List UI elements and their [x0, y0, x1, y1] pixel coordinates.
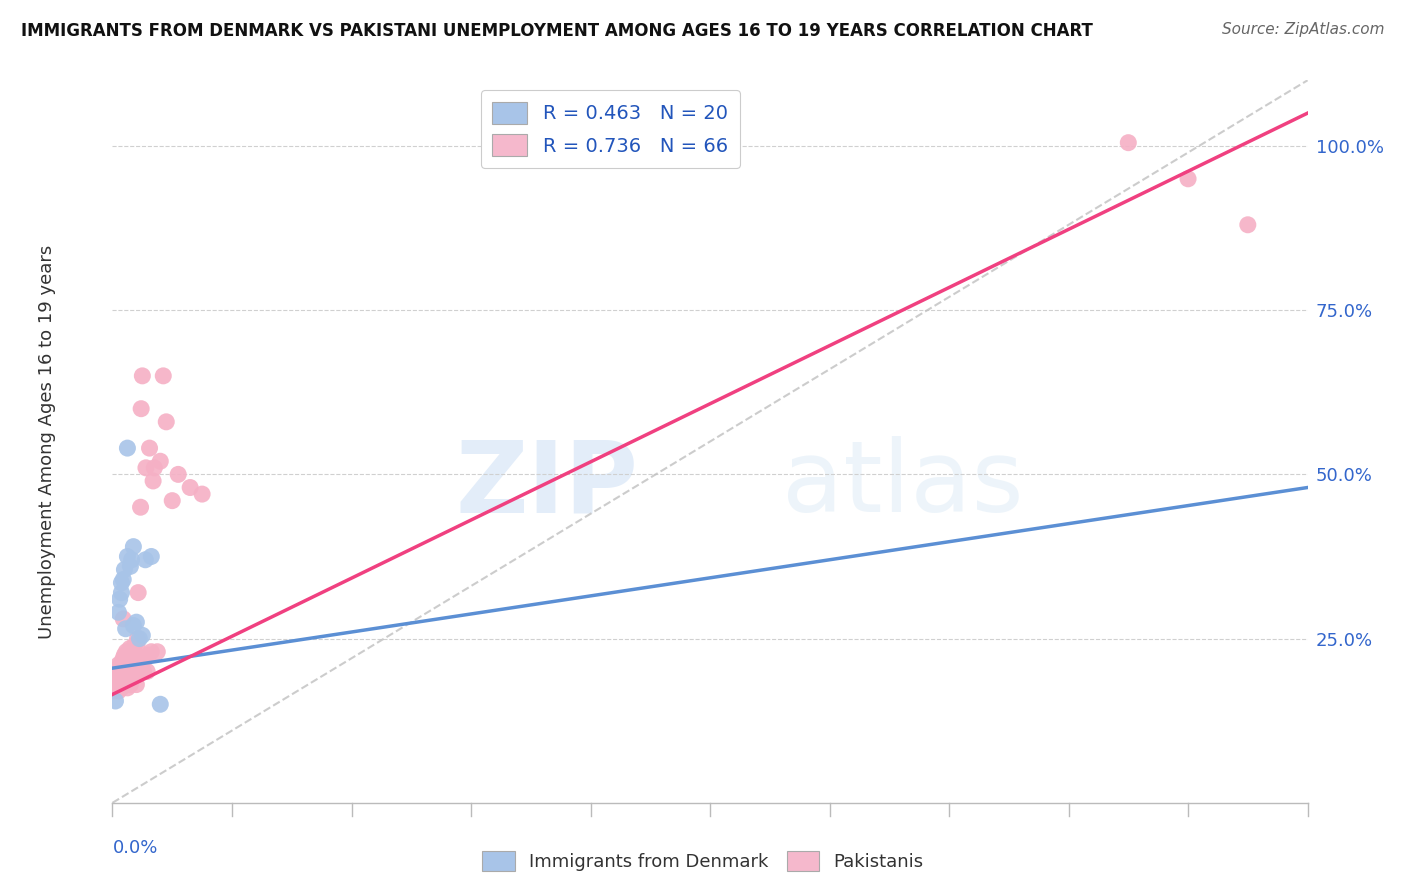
- Point: [103, 684, 125, 698]
- Point: [138, 441, 160, 455]
- Point: [117, 665, 139, 679]
- Point: [125, 651, 148, 665]
- Point: [110, 575, 132, 590]
- Point: [125, 677, 148, 691]
- Point: [128, 651, 150, 665]
- Point: [146, 645, 169, 659]
- Point: [122, 618, 145, 632]
- Point: [110, 681, 132, 695]
- Point: [107, 657, 129, 672]
- Text: atlas: atlas: [782, 436, 1024, 533]
- Point: [105, 665, 128, 679]
- Point: [125, 615, 148, 630]
- Point: [127, 632, 149, 646]
- Point: [131, 628, 153, 642]
- Point: [118, 641, 141, 656]
- Point: [128, 632, 150, 646]
- Point: [117, 674, 139, 689]
- Point: [132, 665, 155, 679]
- Point: [124, 638, 146, 652]
- Point: [107, 684, 129, 698]
- Point: [1118, 136, 1140, 150]
- Point: [110, 585, 132, 599]
- Point: [149, 698, 172, 712]
- Point: [122, 540, 145, 554]
- Point: [114, 674, 136, 689]
- Point: [121, 665, 143, 679]
- Point: [143, 460, 166, 475]
- Point: [121, 645, 143, 659]
- Point: [179, 481, 201, 495]
- Point: [141, 549, 163, 564]
- Point: [120, 559, 142, 574]
- Point: [111, 655, 134, 669]
- Point: [117, 655, 139, 669]
- Point: [117, 549, 139, 564]
- Point: [105, 667, 128, 681]
- Point: [103, 677, 125, 691]
- Point: [114, 622, 136, 636]
- Point: [167, 467, 190, 482]
- Text: ZIP: ZIP: [456, 436, 638, 533]
- Point: [114, 648, 135, 662]
- Point: [162, 493, 183, 508]
- Point: [134, 553, 156, 567]
- Point: [115, 645, 138, 659]
- Point: [122, 648, 145, 662]
- Point: [122, 667, 145, 681]
- Point: [125, 638, 148, 652]
- Legend: R = 0.463   N = 20, R = 0.736   N = 66: R = 0.463 N = 20, R = 0.736 N = 66: [481, 90, 740, 168]
- Point: [155, 415, 177, 429]
- Point: [114, 563, 135, 577]
- Point: [127, 585, 149, 599]
- Point: [104, 694, 127, 708]
- Point: [136, 665, 159, 679]
- Legend: Immigrants from Denmark, Pakistanis: Immigrants from Denmark, Pakistanis: [475, 844, 931, 879]
- Point: [152, 368, 174, 383]
- Point: [135, 460, 157, 475]
- Text: IMMIGRANTS FROM DENMARK VS PAKISTANI UNEMPLOYMENT AMONG AGES 16 TO 19 YEARS CORR: IMMIGRANTS FROM DENMARK VS PAKISTANI UNE…: [21, 22, 1092, 40]
- Point: [104, 681, 127, 695]
- Text: 0.0%: 0.0%: [112, 838, 157, 857]
- Point: [117, 681, 139, 695]
- Text: Unemployment Among Ages 16 to 19 years: Unemployment Among Ages 16 to 19 years: [38, 244, 56, 639]
- Point: [129, 401, 152, 416]
- Point: [107, 661, 129, 675]
- Point: [117, 441, 139, 455]
- Text: Source: ZipAtlas.com: Source: ZipAtlas.com: [1222, 22, 1385, 37]
- Point: [112, 573, 135, 587]
- Point: [110, 665, 132, 679]
- Point: [118, 648, 141, 662]
- Point: [1237, 218, 1260, 232]
- Point: [112, 612, 135, 626]
- Point: [112, 651, 135, 665]
- Point: [120, 671, 142, 685]
- Point: [107, 605, 129, 619]
- Point: [108, 592, 131, 607]
- Point: [129, 500, 152, 515]
- Point: [131, 368, 153, 383]
- Point: [141, 645, 163, 659]
- Point: [110, 671, 132, 685]
- Point: [108, 677, 131, 691]
- Point: [104, 674, 127, 689]
- Point: [120, 677, 142, 691]
- Point: [124, 657, 146, 672]
- Point: [121, 655, 143, 669]
- Point: [121, 553, 143, 567]
- Point: [1177, 171, 1199, 186]
- Point: [142, 474, 165, 488]
- Point: [114, 667, 136, 681]
- Point: [105, 671, 128, 685]
- Point: [149, 454, 172, 468]
- Point: [134, 651, 156, 665]
- Point: [191, 487, 214, 501]
- Point: [138, 648, 160, 662]
- Point: [120, 651, 142, 665]
